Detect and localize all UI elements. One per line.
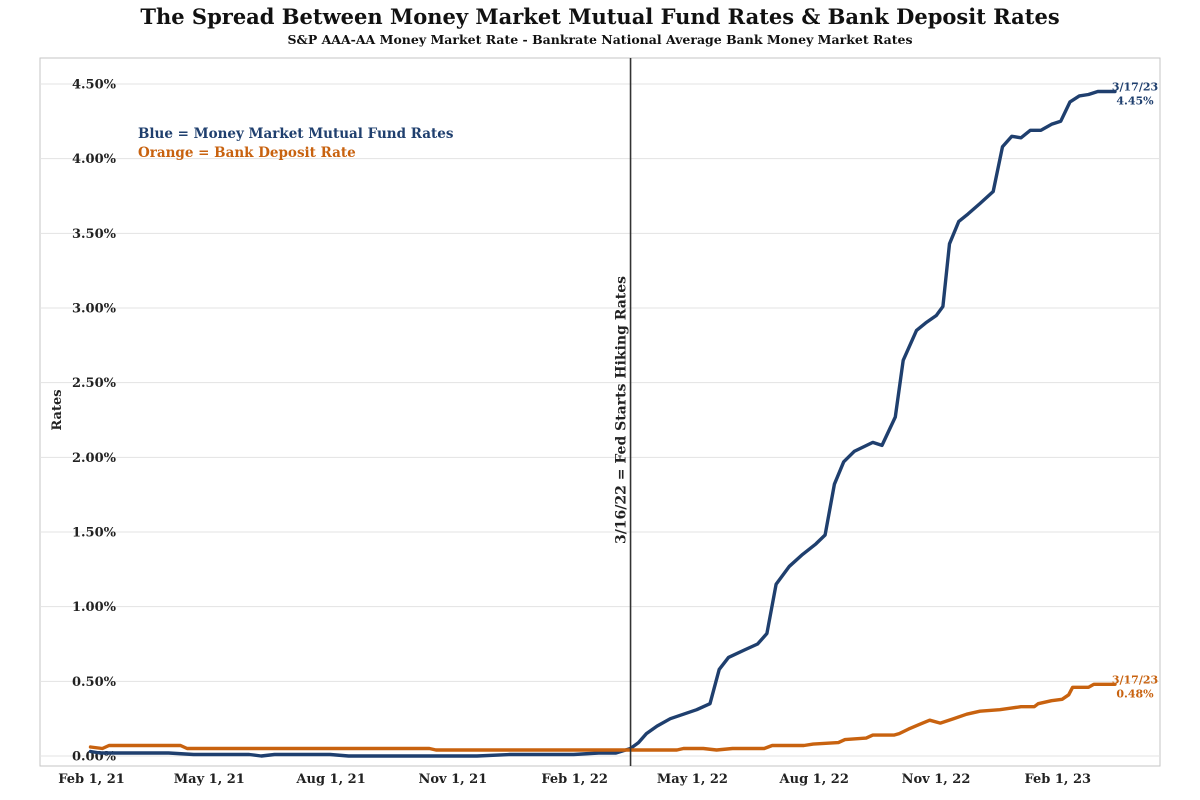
y-tick-label: 3.50%	[72, 227, 117, 242]
end-label-date: 3/17/23	[1112, 673, 1158, 686]
x-tick-label: Feb 1, 22	[541, 772, 608, 787]
series-line-money-market-funds	[88, 89, 1117, 758]
legend-item-blue: Blue = Money Market Mutual Fund Rates	[138, 126, 454, 142]
y-axis-ticks: 0.00%0.50%1.00%1.50%2.00%2.50%3.00%3.50%…	[72, 78, 117, 765]
x-tick-label: May 1, 22	[657, 772, 728, 787]
x-tick-label: Feb 1, 23	[1024, 772, 1091, 787]
plot-frame	[39, 57, 1161, 767]
x-tick-label: May 1, 21	[174, 772, 245, 787]
series-line-bank-deposits	[88, 682, 1117, 752]
y-tick-label: 1.50%	[72, 526, 117, 541]
end-label-date: 3/17/23	[1112, 80, 1158, 93]
x-tick-label: Feb 1, 21	[58, 772, 125, 787]
y-tick-label: 4.50%	[72, 78, 117, 93]
x-tick-label: Nov 1, 21	[418, 772, 487, 787]
x-tick-label: Aug 1, 22	[779, 772, 849, 787]
end-labels: 3/17/234.45%3/17/230.48%	[1112, 80, 1158, 700]
chart-subtitle: S&P AAA-AA Money Market Rate - Bankrate …	[288, 32, 913, 47]
y-tick-label: 0.50%	[72, 675, 117, 690]
y-axis-label: Rates	[50, 389, 65, 430]
gridlines	[40, 83, 1160, 757]
x-axis-ticks: Feb 1, 21 May 1, 21 Aug 1, 21 Nov 1, 21 Feb …	[58, 772, 1091, 787]
legend-item-orange: Orange = Bank Deposit Rate	[138, 145, 356, 161]
y-tick-label: 4.00%	[72, 152, 117, 167]
y-tick-label: 3.00%	[72, 302, 117, 317]
end-label-value: 4.45%	[1116, 94, 1154, 107]
y-tick-label: 1.00%	[72, 600, 117, 615]
series-layer	[88, 89, 1117, 758]
x-tick-label: Nov 1, 22	[902, 772, 971, 787]
y-tick-label: 2.50%	[72, 376, 117, 391]
chart-title: The Spread Between Money Market Mutual F…	[140, 4, 1059, 29]
y-tick-label: 2.00%	[72, 451, 117, 466]
fed-hike-marker-label: 3/16/22 = Fed Starts Hiking Rates	[614, 276, 630, 544]
x-tick-label: Aug 1, 21	[295, 772, 365, 787]
end-label-value: 0.48%	[1116, 687, 1154, 700]
